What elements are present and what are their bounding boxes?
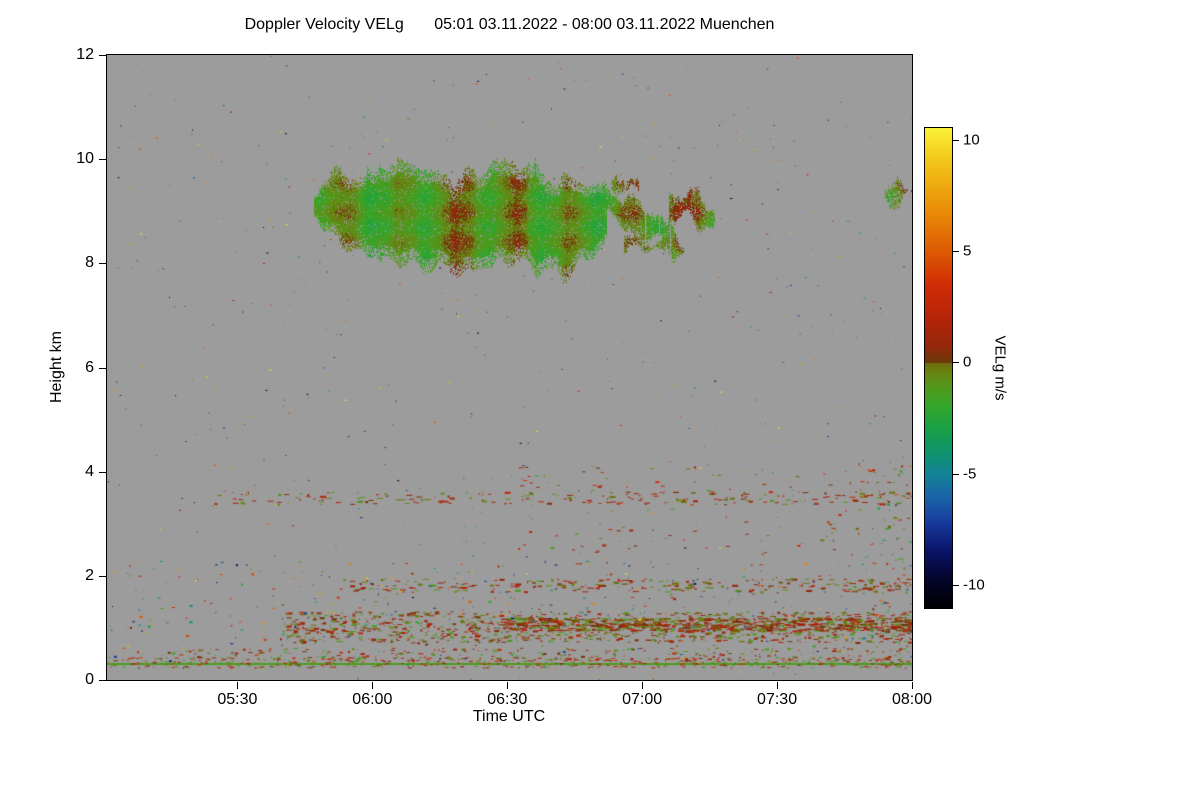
x-tick-mark [912, 682, 913, 689]
plot-title-range: 05:01 03.11.2022 - 08:00 03.11.2022 Muen… [434, 16, 775, 33]
colorbar-tick-label: -5 [963, 465, 977, 483]
x-tick-label: 07:00 [622, 691, 663, 708]
x-tick-mark [372, 682, 374, 689]
y-tick-mark [99, 680, 106, 681]
x-tick-label: 06:30 [487, 691, 528, 708]
x-tick-mark [237, 682, 239, 689]
plot-title: Doppler Velocity VELg 05:01 03.11.2022 -… [107, 16, 912, 34]
colorbar [924, 127, 953, 609]
plot-area [106, 54, 913, 681]
y-tick-mark [99, 367, 106, 369]
y-tick-label: 4 [85, 462, 94, 480]
colorbar-tick-label: 5 [963, 242, 972, 260]
x-axis-label: Time UTC [472, 708, 546, 725]
y-tick-mark [99, 263, 106, 265]
plot-title-main: Doppler Velocity VELg [244, 16, 404, 33]
x-tick-mark [642, 682, 644, 689]
colorbar-tick-label: 10 [963, 131, 980, 149]
y-tick-mark [99, 159, 106, 161]
x-tick-label: 08:00 [891, 691, 933, 708]
colorbar-tick-mark [953, 140, 959, 142]
x-tick-label: 07:30 [757, 691, 798, 708]
heatmap-canvas [107, 55, 912, 680]
colorbar-gradient [925, 128, 952, 608]
colorbar-tick-mark [953, 584, 959, 586]
y-tick-label: 12 [76, 46, 94, 63]
y-tick-label: 2 [85, 566, 94, 584]
colorbar-tick-mark [953, 473, 959, 475]
y-tick-label: 0 [85, 671, 94, 688]
y-tick-mark [99, 575, 106, 577]
colorbar-tick-label: -10 [963, 576, 985, 594]
y-tick-label: 10 [76, 150, 94, 168]
x-tick-mark [507, 682, 509, 689]
y-tick-mark [99, 55, 106, 56]
y-axis-label: Height km [48, 330, 65, 404]
y-tick-mark [99, 471, 106, 473]
y-tick-label: 6 [85, 358, 94, 376]
x-tick-mark [777, 682, 779, 689]
colorbar-label: VELg m/s [991, 335, 1009, 401]
colorbar-tick-label: 0 [963, 353, 972, 371]
colorbar-tick-mark [953, 362, 959, 364]
x-tick-label: 05:30 [217, 691, 258, 708]
colorbar-tick-mark [953, 251, 959, 253]
y-tick-label: 8 [85, 254, 94, 272]
x-tick-label: 06:00 [352, 691, 393, 708]
